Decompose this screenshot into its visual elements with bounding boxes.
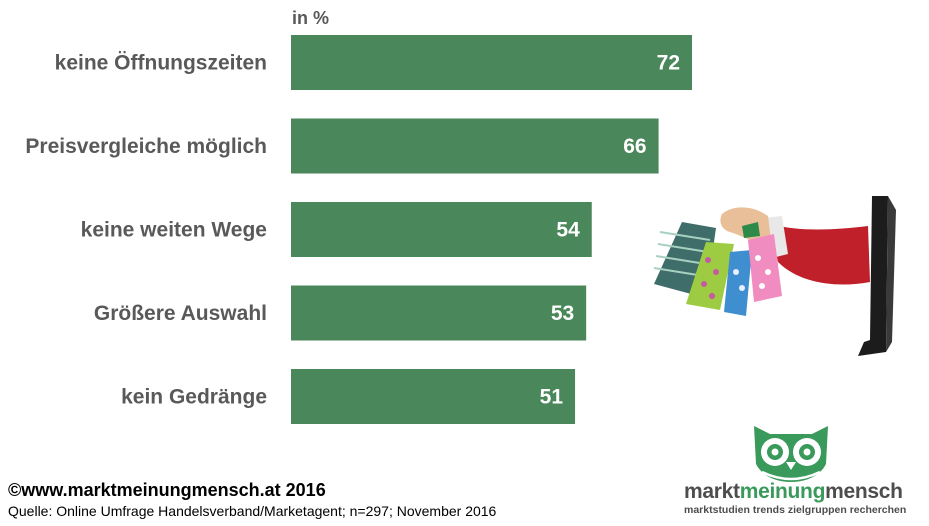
- bar-2: [291, 202, 592, 257]
- logo-tagline: marktstudien trends zielgruppen recherch…: [684, 504, 907, 516]
- unit-label: in %: [292, 8, 330, 28]
- category-label-1: Preisvergleiche möglich: [25, 135, 267, 158]
- logo-wordmark-part3: mensch: [825, 480, 903, 503]
- shopping-illustration: [653, 196, 896, 356]
- monitor-icon: [858, 196, 896, 356]
- source-text: Quelle: Online Umfrage Handelsverband/Ma…: [8, 503, 497, 519]
- bar-0: [291, 35, 692, 90]
- shopping-bags-icon: [653, 222, 782, 316]
- owl-icon: [754, 426, 828, 482]
- logo-wordmark: marktmeinungmensch: [684, 480, 903, 504]
- copyright-text: ©www.marktmeinungmensch.at 2016: [8, 480, 326, 500]
- value-label-4: 51: [540, 386, 564, 409]
- bar-1: [291, 118, 659, 174]
- value-label-2: 54: [556, 219, 580, 242]
- category-label-2: keine weiten Wege: [81, 219, 267, 242]
- logo-wordmark-part1: markt: [684, 480, 740, 503]
- logo-wordmark-part2: meinung: [739, 480, 826, 503]
- bar-3: [291, 285, 587, 341]
- brand-logo: marktmeinungmensch marktstudien trends z…: [680, 424, 920, 522]
- value-label-1: 66: [623, 135, 646, 158]
- category-label-3: Größere Auswahl: [94, 302, 267, 325]
- bar-4: [291, 369, 576, 424]
- value-label-3: 53: [551, 302, 574, 325]
- category-label-4: kein Gedränge: [121, 386, 267, 409]
- category-label-0: keine Öffnungszeiten: [55, 52, 267, 75]
- value-label-0: 72: [657, 52, 680, 75]
